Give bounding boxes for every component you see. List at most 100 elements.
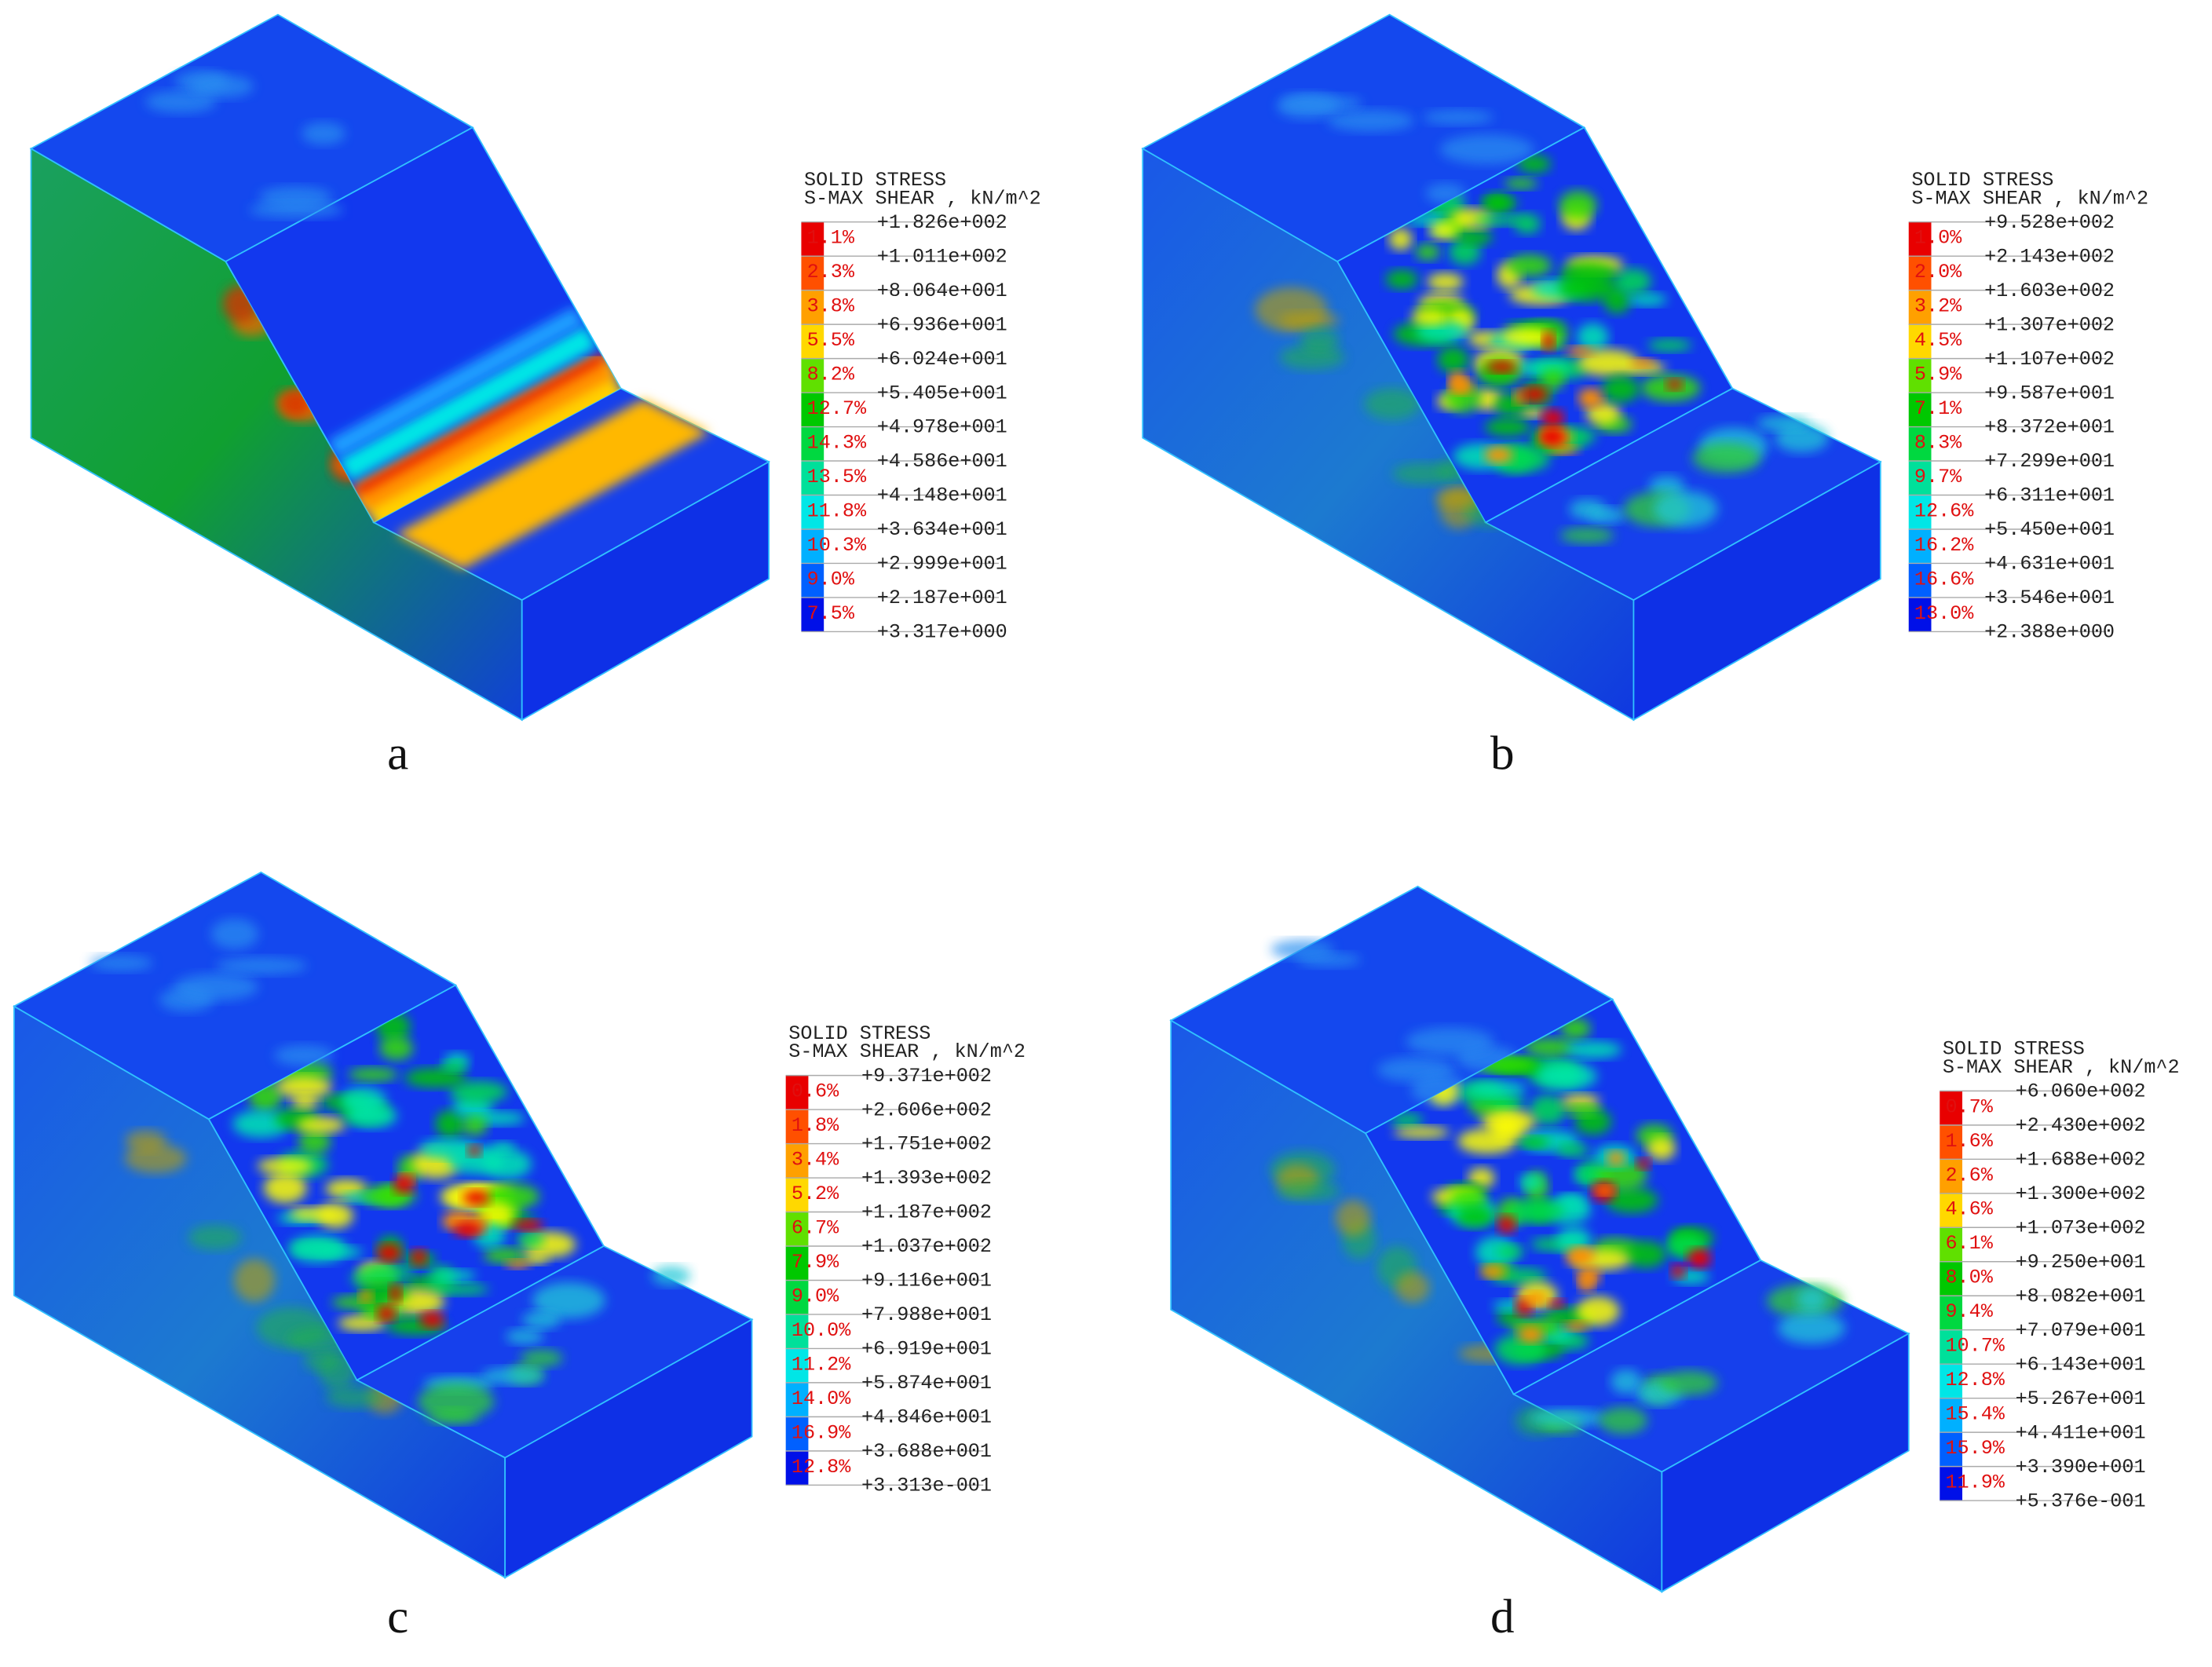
side-patch (188, 1224, 242, 1250)
legend-value: +7.988e+001 (861, 1303, 992, 1326)
legend-percent: 11.9% (1945, 1471, 2005, 1494)
toe-patch (1775, 423, 1829, 453)
legend-percent: 8.0% (1945, 1267, 1993, 1289)
legend-swatch (1940, 1296, 1963, 1330)
stress-patch (461, 1116, 488, 1136)
stress-patch (338, 1315, 387, 1331)
legend-percent: 8.2% (807, 364, 855, 386)
legend-value: +7.079e+001 (2016, 1319, 2146, 1342)
stress-patch (1647, 338, 1692, 352)
stress-patch (1427, 272, 1464, 291)
legend-swatch (1908, 563, 1932, 598)
legend-title: S-MAX SHEAR , kN/m^2 (1911, 187, 2148, 210)
stress-patch (1456, 1205, 1494, 1228)
stress-patch (1514, 214, 1541, 234)
legend-value: +3.634e+001 (877, 518, 1007, 541)
panel-caption: d (1490, 1591, 1515, 1643)
stress-patch (1507, 254, 1552, 277)
stress-peak (463, 1190, 490, 1205)
stress-peak (1565, 1247, 1594, 1266)
legend-swatch (1908, 324, 1932, 359)
stress-patch (1449, 239, 1481, 265)
stress-peak (1450, 378, 1473, 394)
legend-value: +3.390e+001 (2016, 1456, 2146, 1479)
legend-title: SOLID STRESS (1943, 1038, 2085, 1061)
legend-swatch (801, 393, 824, 427)
stress-peak (1671, 1264, 1686, 1278)
legend-value: +9.116e+001 (861, 1270, 992, 1292)
legend-value: +9.528e+002 (1984, 211, 2115, 234)
legend-value: +6.311e+001 (1984, 484, 2115, 507)
stress-peak (419, 1311, 444, 1328)
legend-swatch (801, 597, 824, 632)
legend-percent: 3.2% (1914, 295, 1962, 318)
stress-patch (288, 1235, 347, 1263)
legend-percent: 14.0% (792, 1387, 851, 1410)
legend-swatch (801, 324, 824, 359)
toe-patch (1660, 1370, 1718, 1396)
stress-patch (516, 1231, 545, 1248)
stress-patch (1415, 243, 1440, 261)
model-view (1141, 13, 1882, 722)
stress-patch (257, 1157, 313, 1175)
panel-caption: c (387, 1591, 408, 1643)
stress-patch (1517, 155, 1552, 174)
legend-percent: 5.9% (1914, 364, 1962, 386)
stress-patch (449, 1080, 508, 1103)
legend-percent: 1.1% (807, 227, 855, 250)
toe-patch (1692, 443, 1761, 473)
legend-swatch (785, 1348, 809, 1383)
legend-value: +4.411e+001 (2016, 1421, 2146, 1444)
toe-patch (521, 1311, 561, 1329)
legend-percent: 11.8% (807, 499, 867, 522)
side-patch (1335, 1200, 1371, 1237)
legend-percent: 13.0% (1914, 602, 1974, 625)
legend-value: +1.307e+002 (1984, 313, 2115, 336)
stress-patch (1457, 228, 1494, 246)
legend-percent: 7.9% (792, 1251, 839, 1274)
stress-patch (1327, 109, 1415, 132)
legend-swatch (1940, 1091, 1963, 1125)
legend-percent: 11.2% (792, 1353, 851, 1376)
stress-patch (1523, 1038, 1577, 1057)
legend-value: +1.603e+002 (1984, 280, 2115, 302)
stress-patch (1500, 327, 1554, 347)
stress-patch (1468, 1167, 1495, 1189)
legend-value: +5.405e+001 (877, 382, 1007, 404)
legend-value: +1.011e+002 (877, 245, 1007, 268)
stress-peak (1538, 427, 1566, 446)
legend-value: +6.024e+001 (877, 348, 1007, 371)
legend-percent: 6.7% (792, 1216, 839, 1239)
toe-patch (1528, 1409, 1606, 1427)
legend-percent: 2.3% (807, 261, 855, 283)
slope-contours (327, 306, 621, 523)
shear-band (356, 357, 615, 512)
legend-value: +5.450e+001 (1984, 518, 2115, 541)
legend-swatch (785, 1382, 809, 1417)
stress-patch (440, 1060, 467, 1073)
legend-swatch (785, 1314, 809, 1349)
side-patch (1392, 462, 1456, 484)
legend-value: +9.587e+001 (1984, 382, 2115, 404)
legend-value: +9.371e+002 (861, 1065, 992, 1088)
stress-patch (404, 1068, 467, 1088)
stress-patch (1491, 1117, 1524, 1141)
stress-patch (348, 1067, 398, 1082)
side-patch (233, 1258, 276, 1303)
legend-value: +1.073e+002 (2016, 1216, 2146, 1239)
legend-value: +4.631e+001 (1984, 553, 2115, 576)
stress-patch (274, 1044, 335, 1066)
toe-patch (1559, 527, 1614, 543)
legend-percent: 4.5% (1914, 329, 1962, 352)
legend-swatch (1940, 1329, 1963, 1365)
legend-value: +1.037e+002 (861, 1235, 992, 1258)
stress-peak (1518, 1326, 1544, 1343)
legend-swatch (1940, 1124, 1963, 1160)
stress-peak (1486, 361, 1517, 373)
side-patch (304, 1348, 339, 1373)
stress-peak (513, 1219, 544, 1230)
legend-value: +2.999e+001 (877, 553, 1007, 576)
legend-value: +3.546e+001 (1984, 587, 2115, 609)
toe-patch (417, 1383, 495, 1420)
